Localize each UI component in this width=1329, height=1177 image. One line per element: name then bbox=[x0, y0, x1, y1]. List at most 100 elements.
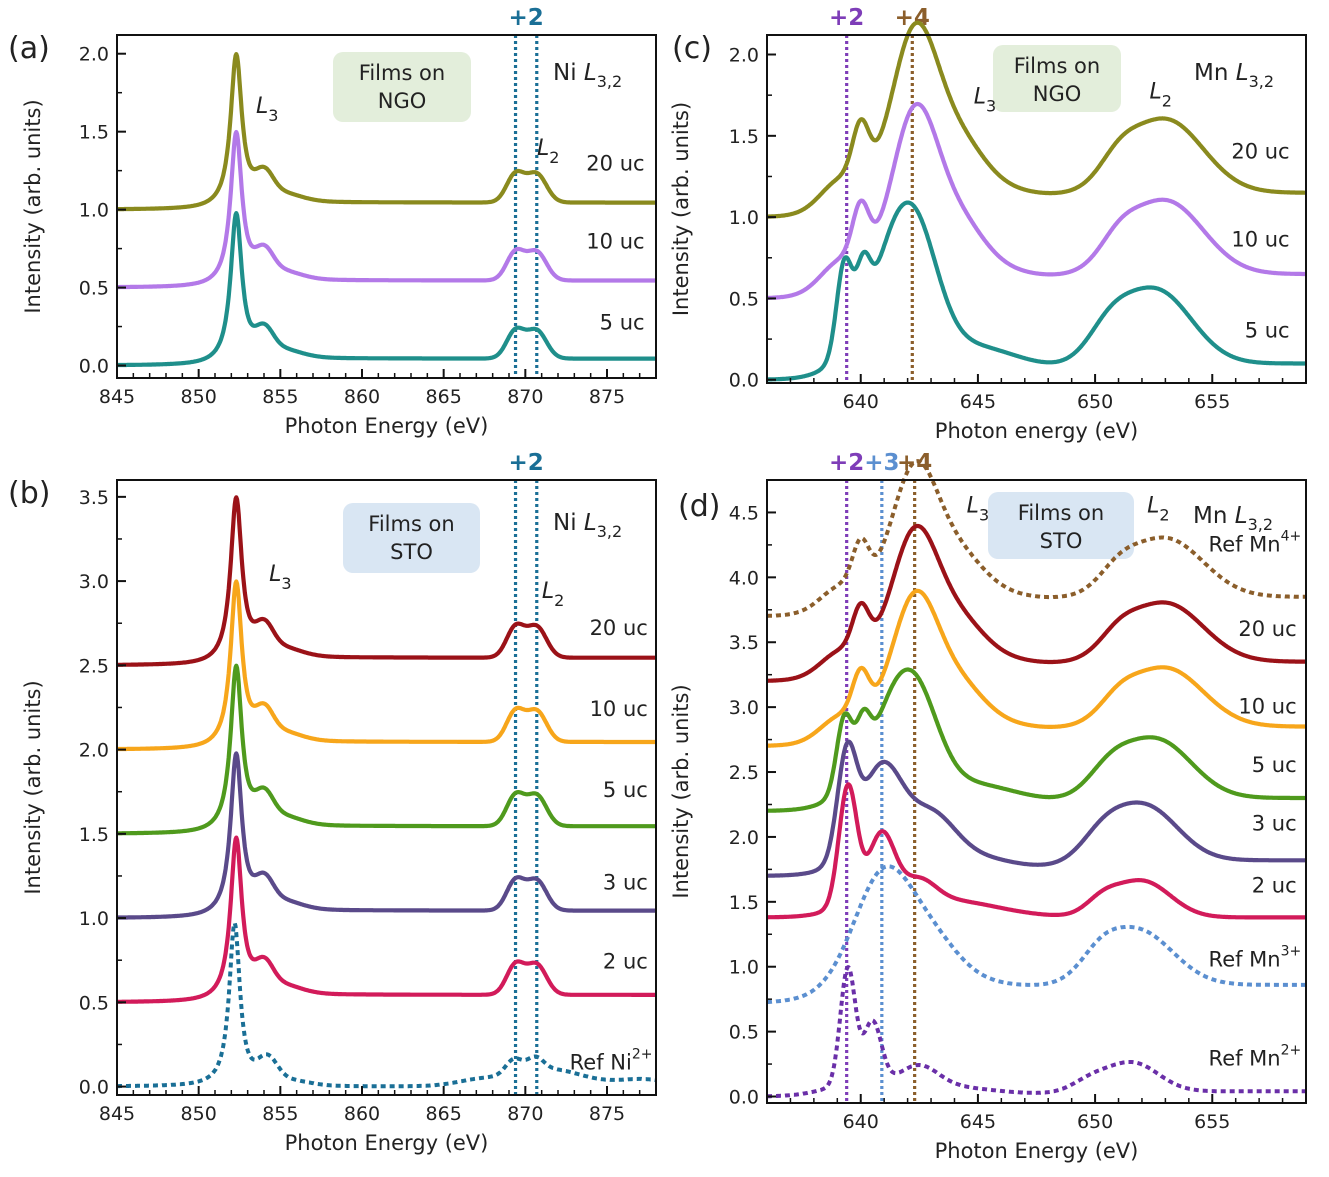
edge-label: Mn L3,2 bbox=[1193, 503, 1273, 534]
series-line bbox=[765, 739, 1308, 878]
films-box bbox=[333, 52, 471, 122]
x-tick-label: 875 bbox=[589, 386, 625, 408]
panel-letter: (c) bbox=[672, 31, 712, 66]
series-label: Ref Ni bbox=[570, 1051, 632, 1075]
y-tick-label: 0.0 bbox=[729, 370, 759, 392]
series-label: Ref Mn bbox=[1209, 948, 1281, 972]
series-line bbox=[115, 211, 658, 368]
plot-frame bbox=[116, 479, 657, 1096]
y-tick-label: 1.0 bbox=[79, 200, 109, 222]
y-tick-label: 2.0 bbox=[729, 827, 759, 849]
series-label: 10 uc bbox=[586, 230, 644, 254]
series-label-superscript: 2+ bbox=[1281, 1042, 1302, 1058]
y-tick-label: 0.5 bbox=[79, 992, 109, 1014]
x-tick-label: 650 bbox=[1077, 391, 1113, 413]
series-line bbox=[115, 835, 658, 1004]
peak-label: L3 bbox=[256, 94, 278, 125]
series-label: 10 uc bbox=[1238, 695, 1296, 719]
x-tick-label: 845 bbox=[99, 1103, 135, 1125]
oxidation-label: +4 bbox=[897, 450, 932, 476]
x-axis-title: Photon Energy (eV) bbox=[285, 414, 489, 438]
panel-letter: (d) bbox=[678, 489, 720, 524]
films-box bbox=[993, 45, 1121, 112]
series-line bbox=[115, 921, 658, 1089]
oxidation-label: +3 bbox=[864, 450, 899, 476]
x-axis-title: Photon energy (eV) bbox=[935, 419, 1138, 443]
x-axis-title: Photon Energy (eV) bbox=[285, 1131, 489, 1155]
y-tick-label: 2.5 bbox=[79, 655, 109, 677]
y-axis-title: Intensity (arb. units) bbox=[21, 99, 45, 313]
x-tick-label: 875 bbox=[589, 1103, 625, 1125]
oxidation-label: +2 bbox=[509, 5, 544, 31]
y-axis-title: Intensity (arb. units) bbox=[669, 684, 693, 898]
series-label-superscript: 3+ bbox=[1281, 944, 1302, 960]
x-tick-label: 865 bbox=[426, 386, 462, 408]
series-label: 3 uc bbox=[603, 870, 648, 894]
series-line bbox=[765, 101, 1308, 300]
series-line bbox=[765, 459, 1308, 618]
series-label-superscript: 2+ bbox=[632, 1047, 653, 1063]
x-tick-label: 640 bbox=[843, 391, 879, 413]
series-line bbox=[115, 579, 658, 752]
series-label: 3 uc bbox=[1252, 811, 1297, 835]
series-line bbox=[115, 129, 658, 290]
films-box-line2: NGO bbox=[378, 89, 427, 113]
y-tick-label: 0.0 bbox=[729, 1087, 759, 1109]
x-tick-label: 870 bbox=[507, 1103, 543, 1125]
peak-label: L3 bbox=[974, 84, 996, 115]
x-tick-label: 860 bbox=[344, 386, 380, 408]
y-tick-label: 0.5 bbox=[729, 1022, 759, 1044]
x-tick-label: 855 bbox=[262, 1103, 298, 1125]
peak-label: L3 bbox=[967, 493, 989, 524]
series-label: 10 uc bbox=[590, 697, 648, 721]
panel-letter: (b) bbox=[8, 476, 50, 511]
panel-letter: (a) bbox=[8, 31, 50, 66]
series-line bbox=[765, 523, 1308, 683]
series-label: 5 uc bbox=[1245, 318, 1290, 342]
panel-b: Films on STO +2 20 uc 10 uc 5 uc 3 uc 2 uc Ref N… bbox=[8, 450, 658, 1155]
series-label: 20 uc bbox=[590, 616, 648, 640]
y-tick-label: 1.5 bbox=[79, 824, 109, 846]
y-tick-label: 0.5 bbox=[79, 278, 109, 300]
y-tick-label: 4.0 bbox=[729, 567, 759, 589]
x-tick-label: 645 bbox=[960, 391, 996, 413]
plot-frame bbox=[766, 479, 1307, 1104]
x-tick-label: 850 bbox=[181, 386, 217, 408]
series-label: 5 uc bbox=[603, 778, 648, 802]
series-label: 20 uc bbox=[1231, 140, 1289, 164]
peak-label: L2 bbox=[542, 579, 564, 610]
oxidation-label: +2 bbox=[829, 450, 864, 476]
y-tick-label: 1.0 bbox=[729, 957, 759, 979]
y-tick-label: 0.0 bbox=[79, 1077, 109, 1099]
x-tick-label: 645 bbox=[960, 1111, 996, 1133]
y-axis-title: Intensity (arb. units) bbox=[669, 102, 693, 316]
y-tick-label: 2.5 bbox=[729, 762, 759, 784]
series-line bbox=[115, 663, 658, 836]
peak-label: L2 bbox=[537, 136, 559, 167]
series-line bbox=[765, 588, 1308, 748]
x-tick-label: 870 bbox=[507, 386, 543, 408]
y-tick-label: 4.5 bbox=[729, 502, 759, 524]
series-line bbox=[115, 52, 658, 212]
films-box bbox=[988, 492, 1134, 559]
plot-frame bbox=[766, 34, 1307, 384]
y-tick-label: 0.5 bbox=[729, 288, 759, 310]
series-line bbox=[765, 667, 1308, 813]
series-label: Ref Mn bbox=[1209, 1046, 1281, 1070]
series-label: 20 uc bbox=[1238, 617, 1296, 641]
peak-label: L3 bbox=[269, 562, 291, 593]
x-tick-label: 650 bbox=[1077, 1111, 1113, 1133]
series-line bbox=[115, 751, 658, 920]
y-tick-label: 2.0 bbox=[79, 44, 109, 66]
oxidation-label: +2 bbox=[509, 450, 544, 476]
x-tick-label: 860 bbox=[344, 1103, 380, 1125]
series-line bbox=[765, 20, 1308, 219]
y-tick-label: 2.0 bbox=[79, 740, 109, 762]
peak-label: L2 bbox=[1149, 79, 1171, 110]
edge-label: Mn L3,2 bbox=[1194, 60, 1274, 91]
films-box-line2: STO bbox=[390, 540, 433, 564]
x-tick-label: 640 bbox=[843, 1111, 879, 1133]
series-line bbox=[765, 965, 1308, 1099]
